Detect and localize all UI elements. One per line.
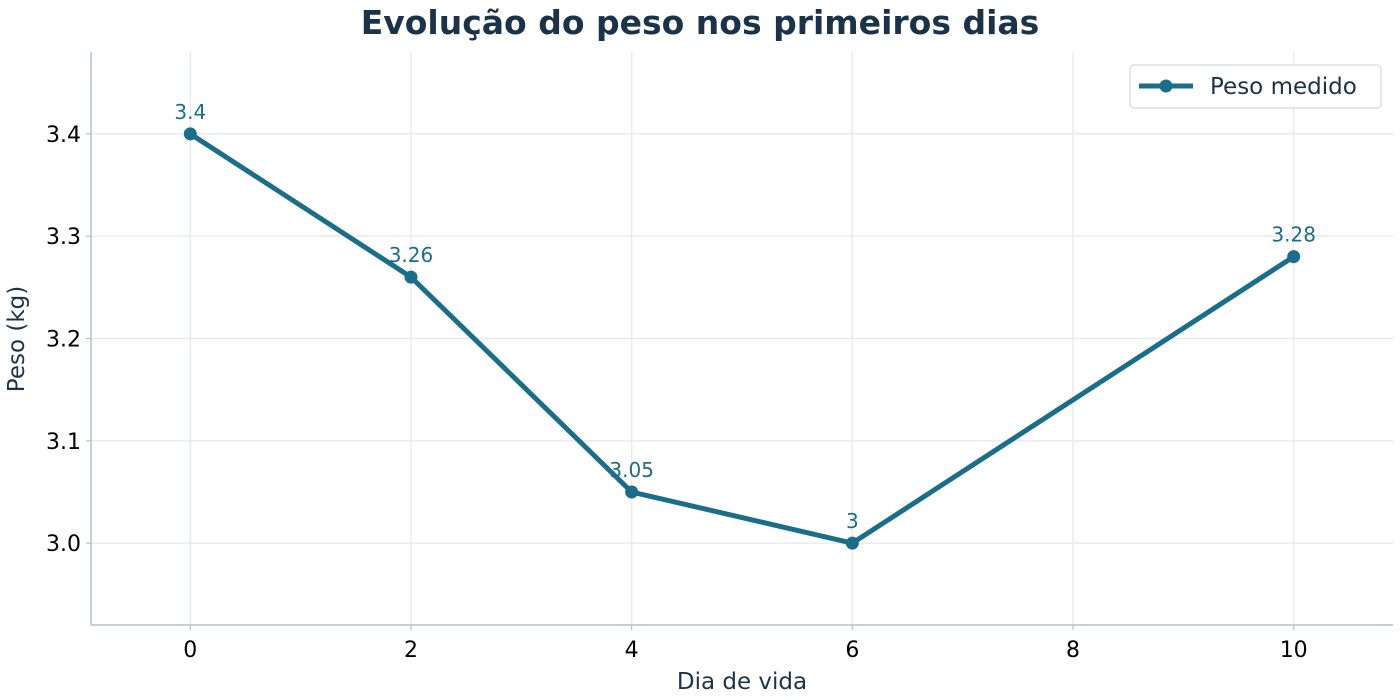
x-tick-label: 10 bbox=[1280, 638, 1308, 663]
y-tick-label: 3.4 bbox=[46, 123, 81, 148]
data-label: 3.05 bbox=[609, 458, 654, 482]
y-tick-label: 3.0 bbox=[46, 532, 81, 557]
data-labels: 3.4 3.26 3.05 3 3.28 bbox=[174, 100, 1316, 533]
data-point bbox=[183, 127, 197, 141]
tick-labels: 0 2 4 6 8 10 3.0 3.1 3.2 3.3 3.4 bbox=[46, 123, 1308, 663]
x-tick-label: 6 bbox=[845, 638, 859, 663]
data-label: 3.26 bbox=[389, 243, 434, 267]
data-point bbox=[1287, 250, 1301, 264]
x-tick-label: 8 bbox=[1066, 638, 1080, 663]
legend: Peso medido bbox=[1129, 64, 1382, 109]
legend-entry-peso-medido: Peso medido bbox=[1210, 74, 1357, 100]
data-point bbox=[404, 270, 418, 284]
data-label: 3.4 bbox=[174, 100, 206, 124]
series bbox=[183, 127, 1301, 550]
x-axis-label: Dia de vida bbox=[677, 669, 807, 695]
grid bbox=[91, 52, 1393, 625]
x-tick-label: 2 bbox=[404, 638, 418, 663]
legend-box bbox=[1129, 64, 1382, 109]
legend-marker-swatch bbox=[1159, 79, 1173, 93]
data-point bbox=[845, 536, 859, 550]
chart-title: Evolução do peso nos primeiros dias bbox=[361, 3, 1040, 42]
y-tick-label: 3.1 bbox=[46, 430, 81, 455]
y-tick-label: 3.2 bbox=[46, 328, 81, 353]
y-tick-label: 3.3 bbox=[46, 225, 81, 250]
data-label: 3.28 bbox=[1271, 223, 1316, 247]
data-label: 3 bbox=[846, 509, 859, 533]
x-tick-label: 0 bbox=[183, 638, 197, 663]
x-tick-label: 4 bbox=[625, 638, 639, 663]
data-point bbox=[625, 485, 639, 499]
y-axis-label: Peso (kg) bbox=[4, 286, 30, 392]
